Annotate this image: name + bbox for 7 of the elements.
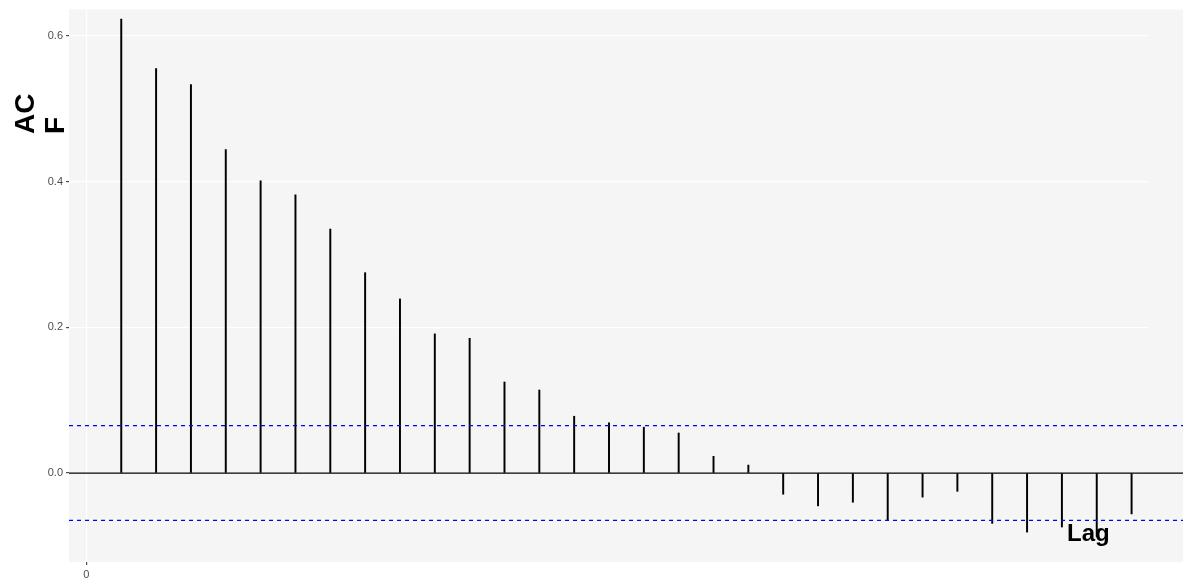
x-tick-label: 0 [83,567,90,580]
y-tick-label: 0.0 [47,466,63,479]
y-axis-title: ACF [9,92,70,134]
y-tick-label: 0.6 [47,28,63,41]
y-tick-label: 0.2 [47,320,63,333]
y-tick-label: 0.4 [47,174,63,187]
x-axis-title: Lag [1067,519,1110,547]
